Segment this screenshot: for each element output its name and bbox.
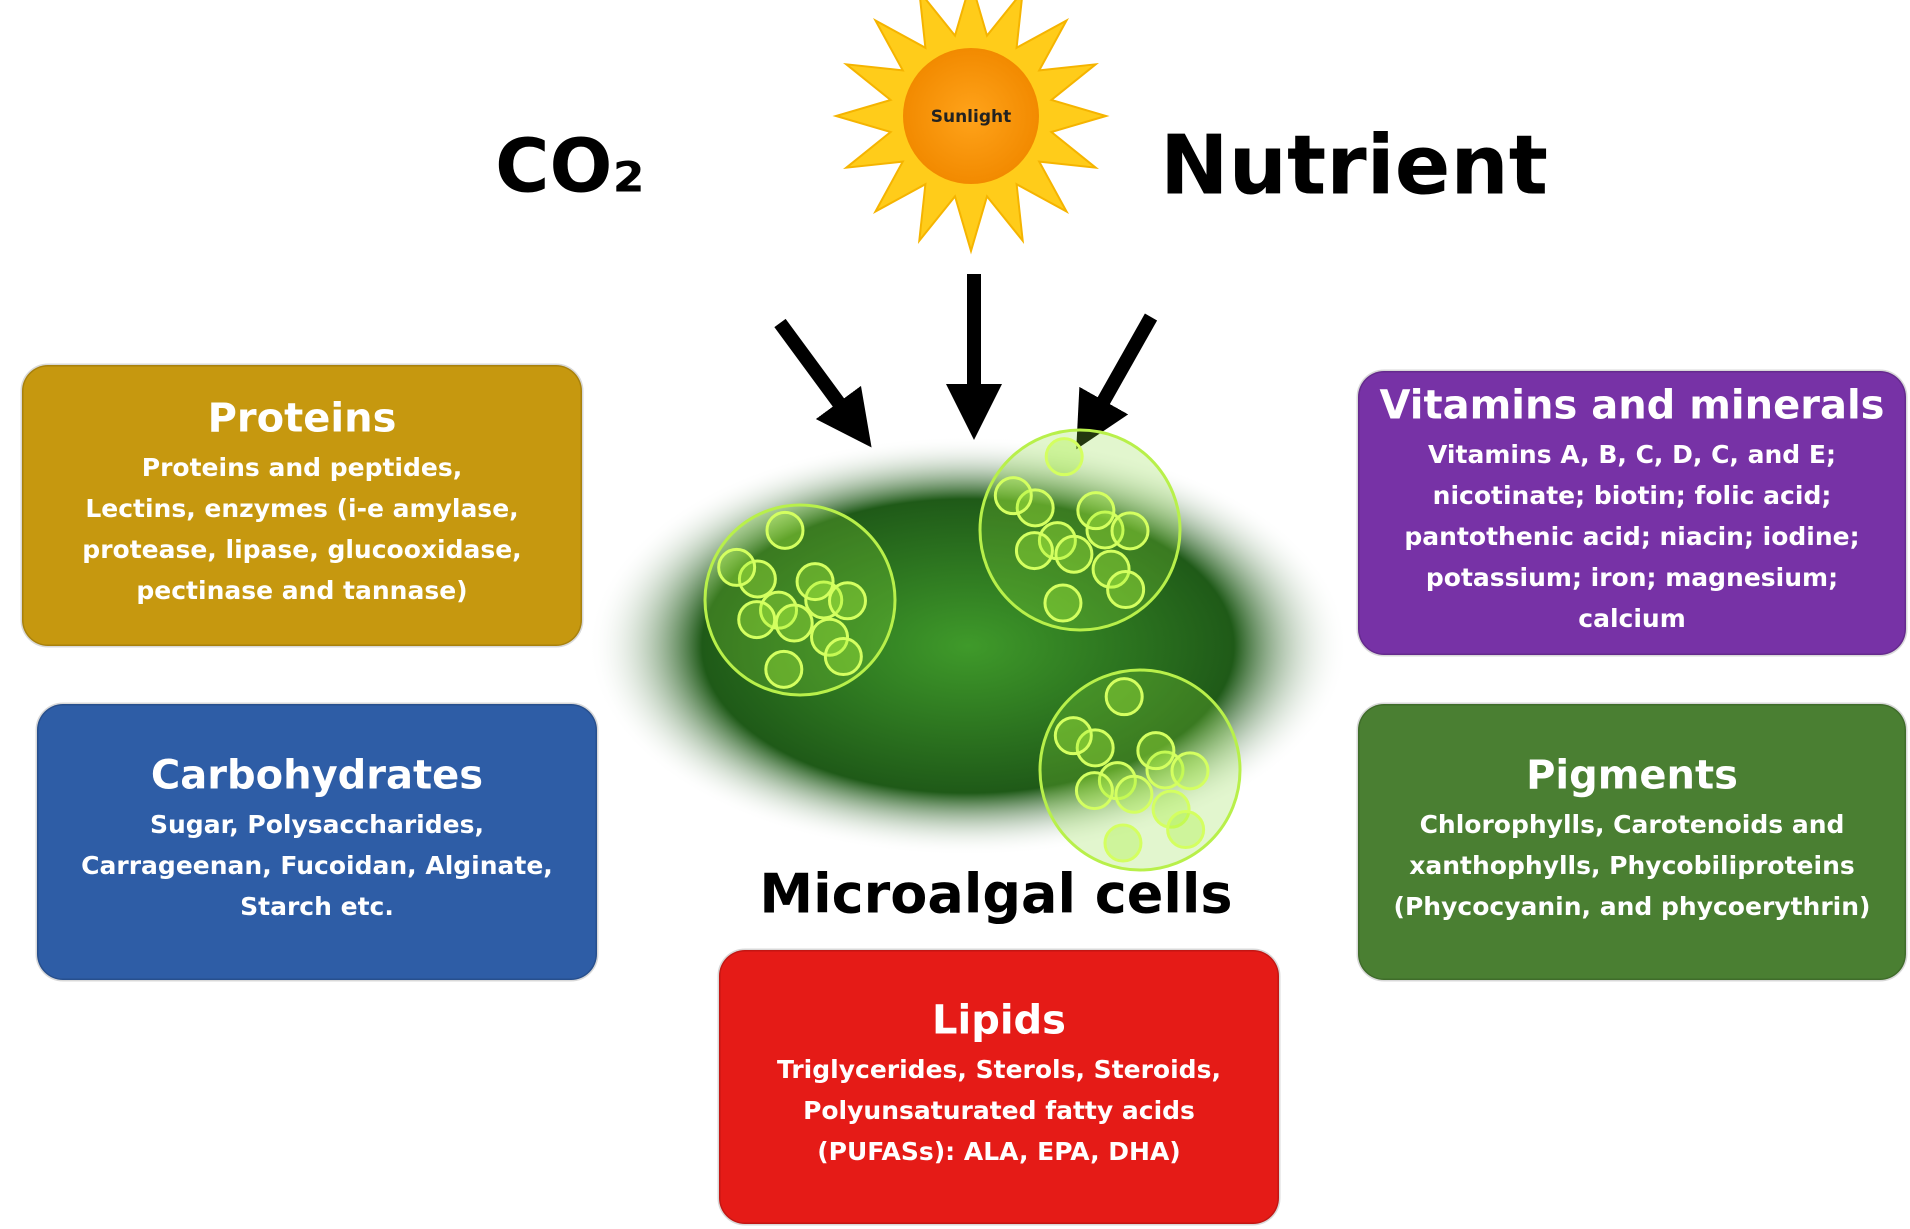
cell xyxy=(1076,773,1112,809)
box-line: Proteins and peptides, xyxy=(142,453,462,482)
box-line: Triglycerides, Sterols, Steroids, xyxy=(777,1055,1221,1084)
cell xyxy=(1106,679,1142,715)
cell xyxy=(995,478,1031,514)
cell xyxy=(1046,439,1082,475)
cell xyxy=(825,639,861,675)
nutrient-label: Nutrient xyxy=(1160,118,1548,213)
cell xyxy=(1045,585,1081,621)
box-line: Polyunsaturated fatty acids xyxy=(803,1096,1195,1125)
center-label: Microalgal cells xyxy=(759,863,1232,926)
cell xyxy=(766,651,802,687)
box-line: (Phycocyanin, and phycoerythrin) xyxy=(1394,892,1871,921)
cell xyxy=(1116,776,1152,812)
box-line: Starch etc. xyxy=(240,892,394,921)
cell xyxy=(739,602,775,638)
box-line: potassium; iron; magnesium; xyxy=(1426,563,1838,592)
co2-label: CO₂ xyxy=(495,124,645,210)
box-line: Carrageenan, Fucoidan, Alginate, xyxy=(81,851,553,880)
box-bg xyxy=(37,704,597,980)
box-title: Vitamins and minerals xyxy=(1380,383,1885,429)
category-box: Proteins Proteins and peptides, Lectins, e… xyxy=(22,365,582,646)
box-title: Carbohydrates xyxy=(151,753,483,799)
box-line: Lectins, enzymes (i-e amylase, xyxy=(85,494,518,523)
box-line: pantothenic acid; niacin; iodine; xyxy=(1404,522,1859,551)
box-title: Proteins xyxy=(208,396,397,442)
category-box: Vitamins and minerals Vitamins A, B, C, D… xyxy=(1358,371,1906,655)
box-line: Chlorophylls, Carotenoids and xyxy=(1420,810,1845,839)
box-title: Pigments xyxy=(1526,753,1738,799)
box-line: calcium xyxy=(1578,604,1686,633)
cell xyxy=(1078,493,1114,529)
box-bg xyxy=(1358,704,1906,980)
cell xyxy=(1016,533,1052,569)
box-line: xanthophylls, Phycobiliproteins xyxy=(1409,851,1855,880)
cell xyxy=(1138,733,1174,769)
box-line: protease, lipase, glucooxidase, xyxy=(82,535,521,564)
box-line: nicotinate; biotin; folic acid; xyxy=(1433,481,1832,510)
cell xyxy=(1056,536,1092,572)
cell xyxy=(797,564,833,600)
diagram: Sunlight CO₂ Nutrient Microalgal cells P… xyxy=(0,0,1910,1229)
cell xyxy=(829,583,865,619)
arrows xyxy=(780,274,1151,425)
cell xyxy=(776,605,812,641)
cell xyxy=(1112,513,1148,549)
cell xyxy=(1168,812,1204,848)
cell xyxy=(1172,753,1208,789)
category-box: Lipids Triglycerides, Sterols, Steroids, P… xyxy=(719,950,1279,1224)
cell xyxy=(1105,825,1141,861)
cell xyxy=(719,549,755,585)
category-box: Carbohydrates Sugar, Polysaccharides, Carr… xyxy=(37,704,597,980)
cell xyxy=(1108,572,1144,608)
box-line: pectinase and tannase) xyxy=(136,576,467,605)
box-line: (PUFASs): ALA, EPA, DHA) xyxy=(817,1137,1180,1166)
box-line: Vitamins A, B, C, D, C, and E; xyxy=(1428,440,1836,469)
cell xyxy=(1055,718,1091,754)
sunlight-label: Sunlight xyxy=(931,107,1012,127)
category-box: Pigments Chlorophylls, Carotenoids and xan… xyxy=(1358,704,1906,980)
box-bg xyxy=(719,950,1279,1224)
cell xyxy=(767,512,803,548)
box-title: Lipids xyxy=(932,998,1066,1044)
page: Sunlight CO₂ Nutrient Microalgal cells P… xyxy=(0,0,1910,1229)
box-line: Sugar, Polysaccharides, xyxy=(150,810,484,839)
